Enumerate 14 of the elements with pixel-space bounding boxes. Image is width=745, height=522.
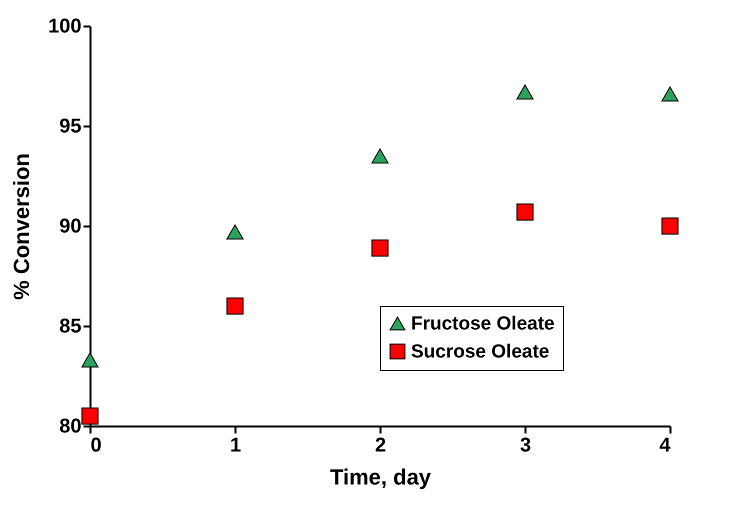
y-tick-label: 90 <box>59 216 82 238</box>
y-axis-title: % Conversion <box>9 153 34 300</box>
x-tick-label: 2 <box>374 434 386 456</box>
legend-label: Sucrose Oleate <box>411 342 550 362</box>
x-tick-label: 4 <box>659 434 672 456</box>
legend-label: Fructose Oleate <box>411 314 555 334</box>
y-tick-label: 80 <box>59 416 82 438</box>
x-tick-label: 1 <box>230 434 242 456</box>
x-tick-label: 3 <box>520 434 532 456</box>
y-tick-label: 85 <box>59 316 82 338</box>
y-tick-label: 95 <box>59 116 82 138</box>
y-tick-label: 100 <box>48 16 82 38</box>
x-tick-label: 0 <box>90 434 102 456</box>
x-axis-title: Time, day <box>330 464 432 490</box>
